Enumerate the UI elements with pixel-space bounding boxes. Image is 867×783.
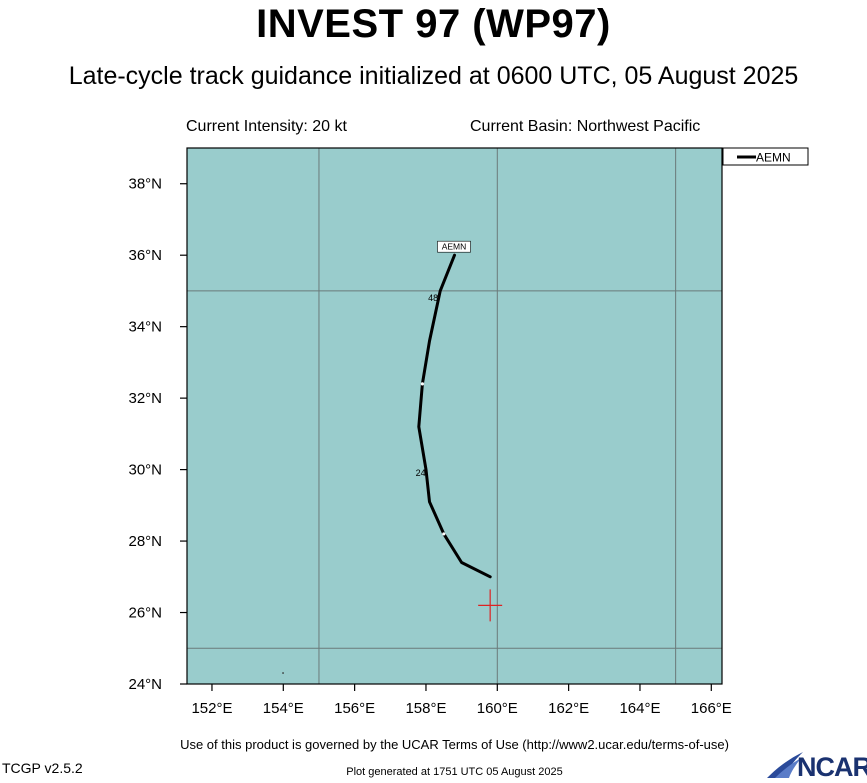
plot-generated-text: Plot generated at 1751 UTC 05 August 202… — [346, 766, 563, 778]
track-layer: 24 48 AEMN — [416, 240, 492, 579]
current-intensity: Current Intensity: 20 kt — [186, 118, 347, 135]
x-tick-label: 162°E — [548, 700, 589, 717]
x-tick-label: 160°E — [477, 700, 518, 717]
x-axis: 152°E 154°E 156°E 158°E 160°E 162°E 164°E 166°E — [191, 684, 732, 717]
track-end-label-box — [437, 240, 471, 253]
y-tick-label: 24°N — [128, 676, 162, 693]
y-axis: 24°N 26°N 28°N 30°N 32°N 34°N 36°N 38°N — [128, 176, 187, 693]
legend-entry-label: AEMN — [756, 151, 791, 165]
y-tick-label: 36°N — [128, 247, 162, 264]
current-position-marker — [478, 589, 503, 622]
y-tick-label: 32°N — [128, 390, 162, 407]
x-tick-label: 164°E — [619, 700, 660, 717]
ncar-logo-icon — [767, 752, 803, 778]
ncar-logo-text: NCAR — [797, 752, 867, 782]
map-frame — [186, 147, 723, 685]
track-line-aemn — [417, 253, 492, 579]
track-point-mark — [442, 532, 446, 536]
legend-box — [722, 147, 809, 166]
y-tick-label: 26°N — [128, 605, 162, 622]
y-tick-label: 28°N — [128, 533, 162, 550]
track-end-label: AEMN — [442, 242, 467, 252]
y-tick-label: 30°N — [128, 462, 162, 479]
legend: AEMN — [722, 147, 809, 166]
x-tick-label: 154°E — [263, 700, 304, 717]
y-tick-label: 38°N — [128, 176, 162, 193]
terms-of-use-text: Use of this product is governed by the U… — [180, 737, 729, 752]
page-title: INVEST 97 (WP97) — [256, 2, 611, 46]
island-dot — [282, 672, 284, 674]
y-tick-label: 34°N — [128, 319, 162, 336]
map-grid — [187, 148, 722, 684]
x-tick-label: 152°E — [191, 700, 232, 717]
current-basin: Current Basin: Northwest Pacific — [470, 118, 701, 135]
version-label: TCGP v2.5.2 — [2, 760, 83, 776]
x-tick-label: 156°E — [334, 700, 375, 717]
x-tick-label: 166°E — [691, 700, 732, 717]
page-subtitle: Late-cycle track guidance initialized at… — [68, 62, 799, 90]
x-tick-label: 158°E — [405, 700, 446, 717]
ocean-area — [187, 148, 722, 684]
track-point-mark — [420, 382, 424, 386]
island-marker — [282, 672, 284, 674]
forecast-hour-label: 24 — [416, 468, 426, 478]
forecast-hour-label: 48 — [428, 293, 438, 303]
